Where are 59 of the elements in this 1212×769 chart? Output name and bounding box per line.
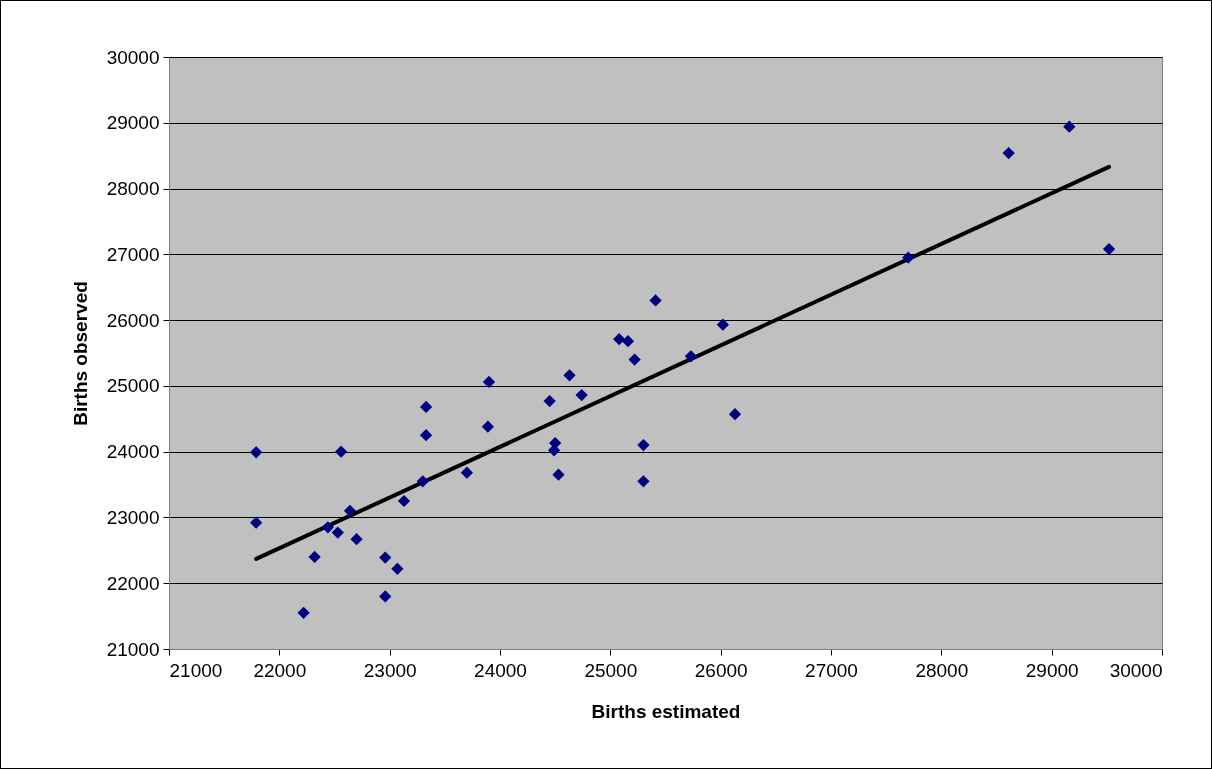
y-tick-label: 29000 <box>106 112 160 134</box>
point <box>621 335 635 348</box>
point <box>481 420 494 433</box>
point <box>1002 146 1015 160</box>
point <box>1063 120 1076 133</box>
point <box>331 526 344 539</box>
y-tick-label: 27000 <box>106 243 160 265</box>
x-tick-label: 23000 <box>363 659 417 681</box>
point <box>637 475 650 488</box>
x-tick-label: 29000 <box>1025 659 1079 681</box>
point <box>416 475 429 488</box>
y-tick-label: 25000 <box>106 375 160 397</box>
point <box>649 294 662 307</box>
point <box>575 388 588 402</box>
y-tick-label: 28000 <box>106 178 160 200</box>
point <box>297 606 310 619</box>
point <box>543 394 556 408</box>
y-tick-label: 30000 <box>106 46 160 68</box>
point <box>308 550 321 564</box>
point <box>460 466 474 479</box>
point <box>637 438 650 452</box>
point <box>250 516 263 529</box>
x-tick-label: 30000 <box>1109 659 1163 681</box>
point <box>379 590 392 603</box>
point <box>716 318 729 331</box>
point <box>728 408 742 421</box>
point <box>613 333 626 346</box>
x-tick-label: 24000 <box>474 659 527 681</box>
point <box>419 429 433 442</box>
x-tick-label: 26000 <box>694 659 748 681</box>
x-tick-label: 22000 <box>253 659 307 681</box>
point <box>902 251 915 264</box>
point <box>628 353 641 366</box>
point <box>335 445 348 458</box>
y-axis-title: Births observed <box>69 281 91 426</box>
point <box>379 551 392 564</box>
point <box>552 468 565 481</box>
point <box>684 350 697 363</box>
x-tick-label: 21000 <box>169 659 223 681</box>
y-tick-label: 22000 <box>106 572 160 594</box>
point <box>563 369 576 382</box>
y-tick-label: 21000 <box>106 638 160 660</box>
y-tick-label: 24000 <box>106 441 160 463</box>
x-tick-label: 25000 <box>584 659 638 681</box>
point <box>1102 242 1116 256</box>
point <box>482 375 496 389</box>
x-tick-label: 28000 <box>915 659 969 681</box>
point <box>419 400 433 414</box>
point <box>350 533 363 546</box>
point <box>343 504 357 517</box>
y-tick-label: 23000 <box>106 506 160 528</box>
point <box>391 562 404 575</box>
point <box>547 444 561 457</box>
point <box>321 521 334 534</box>
x-tick-label: 27000 <box>805 659 858 681</box>
point <box>250 446 263 459</box>
x-axis-title: Births estimated <box>591 700 741 722</box>
y-tick-label: 26000 <box>106 309 160 331</box>
point <box>397 494 411 508</box>
